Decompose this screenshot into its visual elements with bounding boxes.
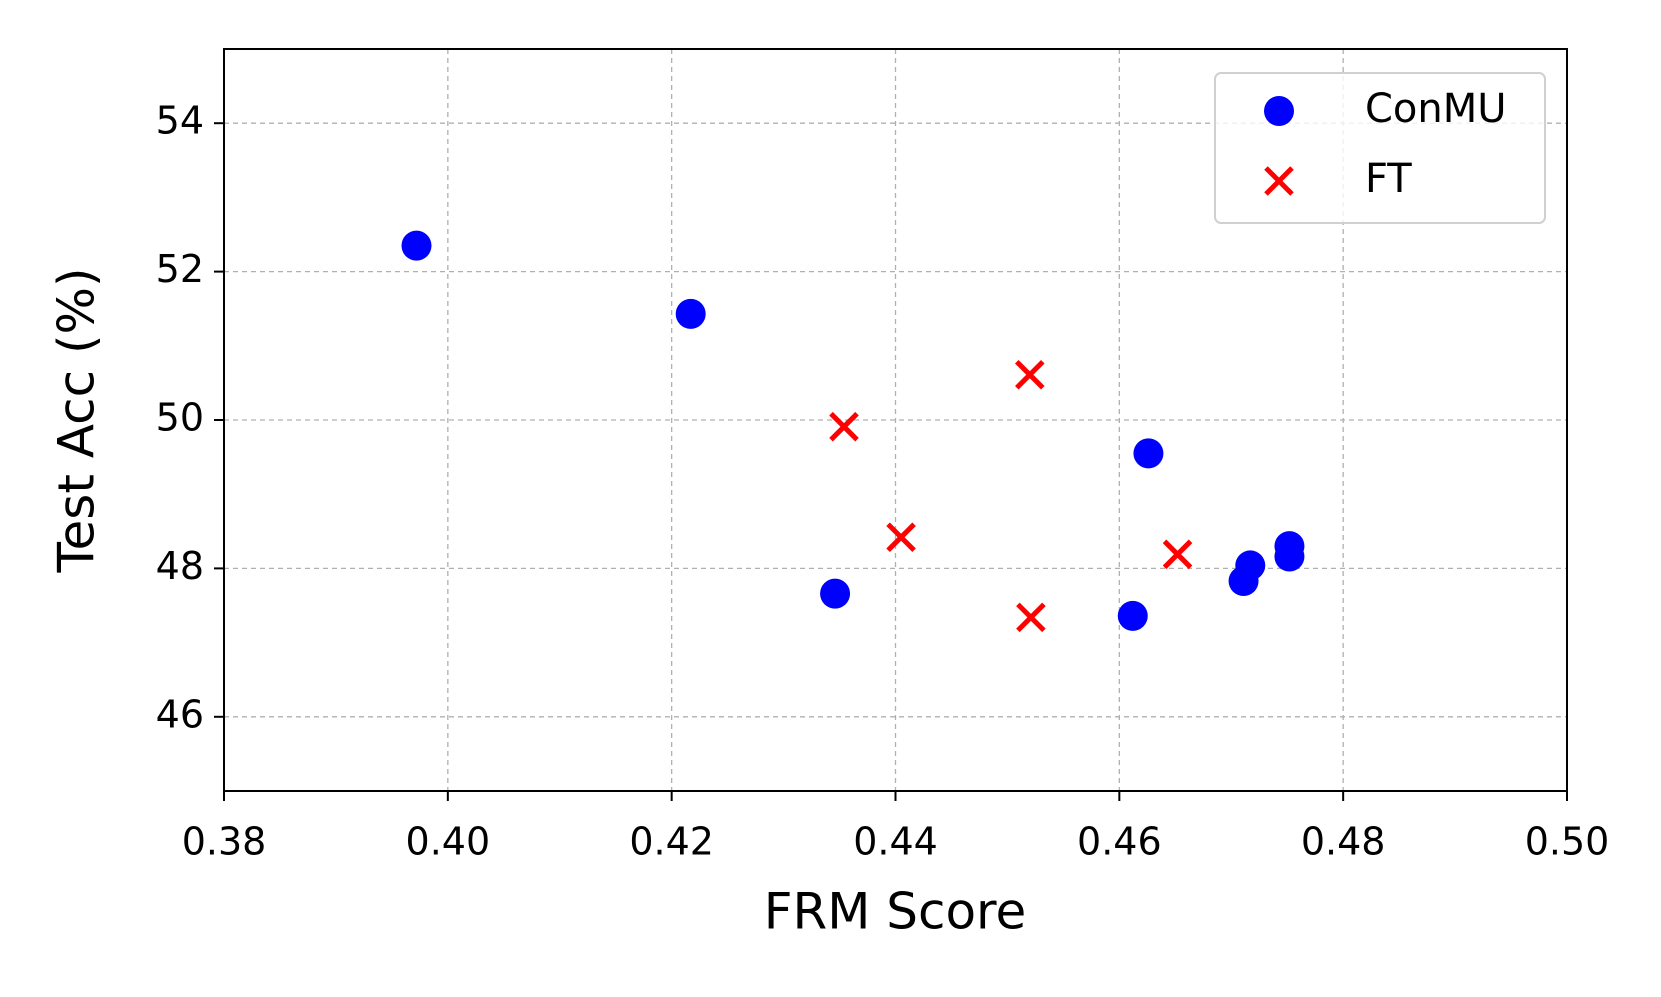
point <box>1235 550 1266 581</box>
point-stroke <box>886 522 916 553</box>
legend-entry: ConMU <box>1365 86 1507 132</box>
point-stroke <box>1162 539 1193 570</box>
point <box>401 230 432 261</box>
y-tick-label: 50 <box>156 396 204 440</box>
point-stroke <box>829 411 859 442</box>
legend-label: FT <box>1365 156 1412 202</box>
x-tick-label: 0.42 <box>629 820 714 864</box>
x-axis-label: FRM Score <box>764 883 1027 941</box>
point <box>820 578 851 609</box>
point <box>675 298 706 329</box>
y-tick-label: 46 <box>156 692 204 736</box>
x-tick-label: 0.40 <box>406 820 491 864</box>
legend-label: ConMU <box>1365 86 1507 132</box>
point <box>1274 541 1305 572</box>
point <box>829 411 859 442</box>
y-tick-label: 48 <box>156 544 204 588</box>
y-axis-label: Test Acc (%) <box>48 267 106 573</box>
x-tick-label: 0.38 <box>182 820 267 864</box>
point <box>1162 539 1193 570</box>
point <box>1015 359 1045 390</box>
legend-box <box>1214 72 1546 224</box>
point <box>1016 602 1046 633</box>
point <box>1117 600 1148 631</box>
x-tick-label: 0.50 <box>1525 820 1610 864</box>
legend-marker <box>1264 96 1294 126</box>
legend-marker <box>1264 166 1294 196</box>
point <box>1133 438 1164 469</box>
y-tick-label: 54 <box>156 99 204 143</box>
legend-entry: FT <box>1365 156 1412 202</box>
point <box>886 522 916 553</box>
point-stroke <box>1264 166 1294 196</box>
plot-frame <box>223 48 1568 792</box>
x-tick-label: 0.44 <box>853 820 938 864</box>
x-tick-label: 0.46 <box>1077 820 1162 864</box>
x-tick-label: 0.48 <box>1301 820 1386 864</box>
point-stroke <box>1015 359 1045 390</box>
point-stroke <box>1016 602 1046 633</box>
y-tick-label: 52 <box>156 247 204 291</box>
